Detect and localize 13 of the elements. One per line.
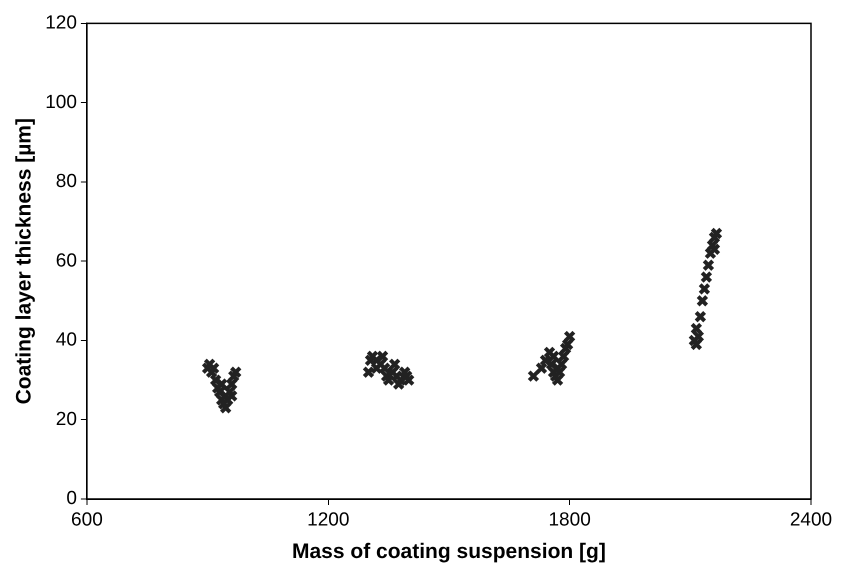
- y-tick-label: 100: [45, 92, 77, 113]
- y-tick-label: 60: [56, 250, 77, 272]
- y-tick-label: 40: [56, 330, 77, 351]
- x-axis-title: Mass of coating suspension [g]: [292, 540, 606, 564]
- y-axis-title: Coating layer thickness [µm]: [12, 118, 36, 404]
- x-tick-label: 1800: [548, 510, 591, 531]
- x-tick-label: 2400: [790, 510, 832, 531]
- x-tick-label: 1200: [307, 510, 350, 531]
- y-tick-label: 120: [45, 12, 77, 34]
- y-tick-label: 0: [66, 488, 77, 510]
- x-tick-label: 600: [71, 510, 103, 531]
- y-tick-label: 80: [56, 171, 77, 192]
- y-tick-label: 20: [56, 408, 77, 430]
